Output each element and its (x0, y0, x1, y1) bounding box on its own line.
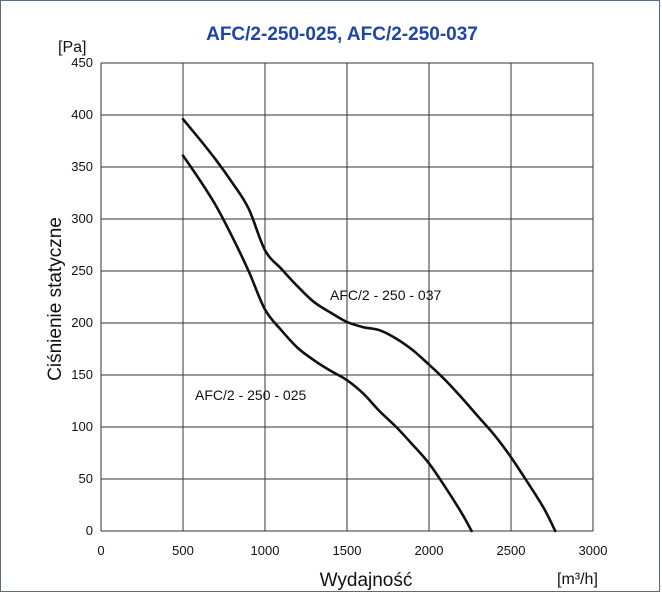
tick-labels: 0 500 1000 1500 2000 2500 3000 0 50 100 150 200 250 3… (71, 55, 607, 558)
y-axis-label: Ciśnienie statyczne (45, 217, 66, 381)
y-tick-label-400: 400 (71, 107, 93, 122)
series-layer (181, 117, 557, 533)
y-tick-label-0: 0 (86, 523, 93, 538)
y-tick-label-250: 250 (71, 263, 93, 278)
x-tick-label-2000: 2000 (415, 543, 444, 558)
y-tick-label-150: 150 (71, 367, 93, 382)
y-tick-label-300: 300 (71, 211, 93, 226)
y-tick-label-100: 100 (71, 419, 93, 434)
y-tick-label-50: 50 (79, 471, 93, 486)
series-label-037: AFC/2 - 250 - 037 (330, 287, 441, 303)
chart-title: AFC/2-250-025, AFC/2-250-037 (206, 24, 478, 45)
y-tick-label-350: 350 (71, 159, 93, 174)
x-tick-label-1500: 1500 (333, 543, 362, 558)
y-axis-unit: [Pa] (58, 39, 86, 56)
grid (100, 62, 594, 532)
x-tick-label-1000: 1000 (251, 543, 280, 558)
x-tick-label-500: 500 (172, 543, 194, 558)
series-label-025: AFC/2 - 250 - 025 (195, 387, 306, 403)
y-tick-label-200: 200 (71, 315, 93, 330)
x-tick-label-0: 0 (97, 543, 104, 558)
x-tick-label-2500: 2500 (497, 543, 526, 558)
x-axis-label: Wydajność (320, 570, 413, 591)
x-tick-label-3000: 3000 (579, 543, 608, 558)
series-line-1 (181, 154, 473, 533)
y-tick-label-450: 450 (71, 55, 93, 70)
series-line-0 (181, 117, 557, 533)
x-axis-unit: [m³/h] (557, 571, 598, 588)
